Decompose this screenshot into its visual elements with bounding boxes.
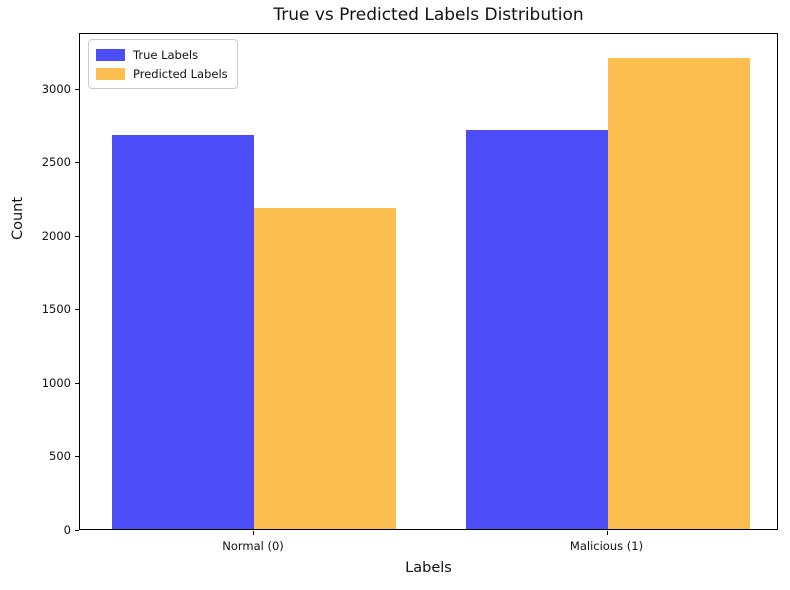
y-tick-mark [75, 162, 79, 164]
x-axis-tick-label: Normal (0) [222, 539, 284, 553]
y-axis-tick-label: 2500 [41, 155, 71, 170]
x-axis-label: Labels [405, 560, 452, 576]
x-axis-tick-label: Malicious (1) [569, 539, 644, 553]
legend-label: Predicted Labels [133, 66, 228, 81]
x-tick-mark [253, 531, 254, 535]
legend-swatch-true-labels [96, 48, 125, 61]
legend-label: True Labels [133, 47, 199, 62]
y-tick-mark [75, 456, 79, 458]
y-axis-tick-label: 3000 [41, 81, 71, 96]
y-axis-tick-label: 500 [49, 449, 71, 464]
bar-predicted-labels-malicious-1 [607, 57, 750, 529]
plot-area: True Labels Predicted Labels [79, 33, 778, 530]
legend-swatch-predicted-labels [96, 67, 125, 80]
y-axis-tick-label: 1500 [41, 302, 71, 317]
y-tick-mark [75, 235, 79, 237]
y-axis-tick-label: 2000 [41, 228, 71, 243]
bar-true-labels-normal-0 [112, 134, 254, 529]
y-tick-mark [75, 309, 79, 311]
legend: True Labels Predicted Labels [88, 39, 238, 89]
legend-item-predicted-labels: Predicted Labels [96, 64, 228, 83]
bar-true-labels-malicious-1 [465, 129, 608, 529]
y-axis-tick-label: 1000 [41, 375, 71, 390]
y-tick-mark [75, 88, 79, 90]
y-tick-mark [75, 382, 79, 384]
x-tick-mark [606, 531, 608, 535]
y-tick-mark [75, 530, 79, 531]
y-axis-tick-label: 0 [63, 523, 71, 537]
legend-item-true-labels: True Labels [96, 45, 228, 64]
chart-title: True vs Predicted Labels Distribution [273, 5, 584, 25]
bar-predicted-labels-normal-0 [254, 207, 396, 529]
